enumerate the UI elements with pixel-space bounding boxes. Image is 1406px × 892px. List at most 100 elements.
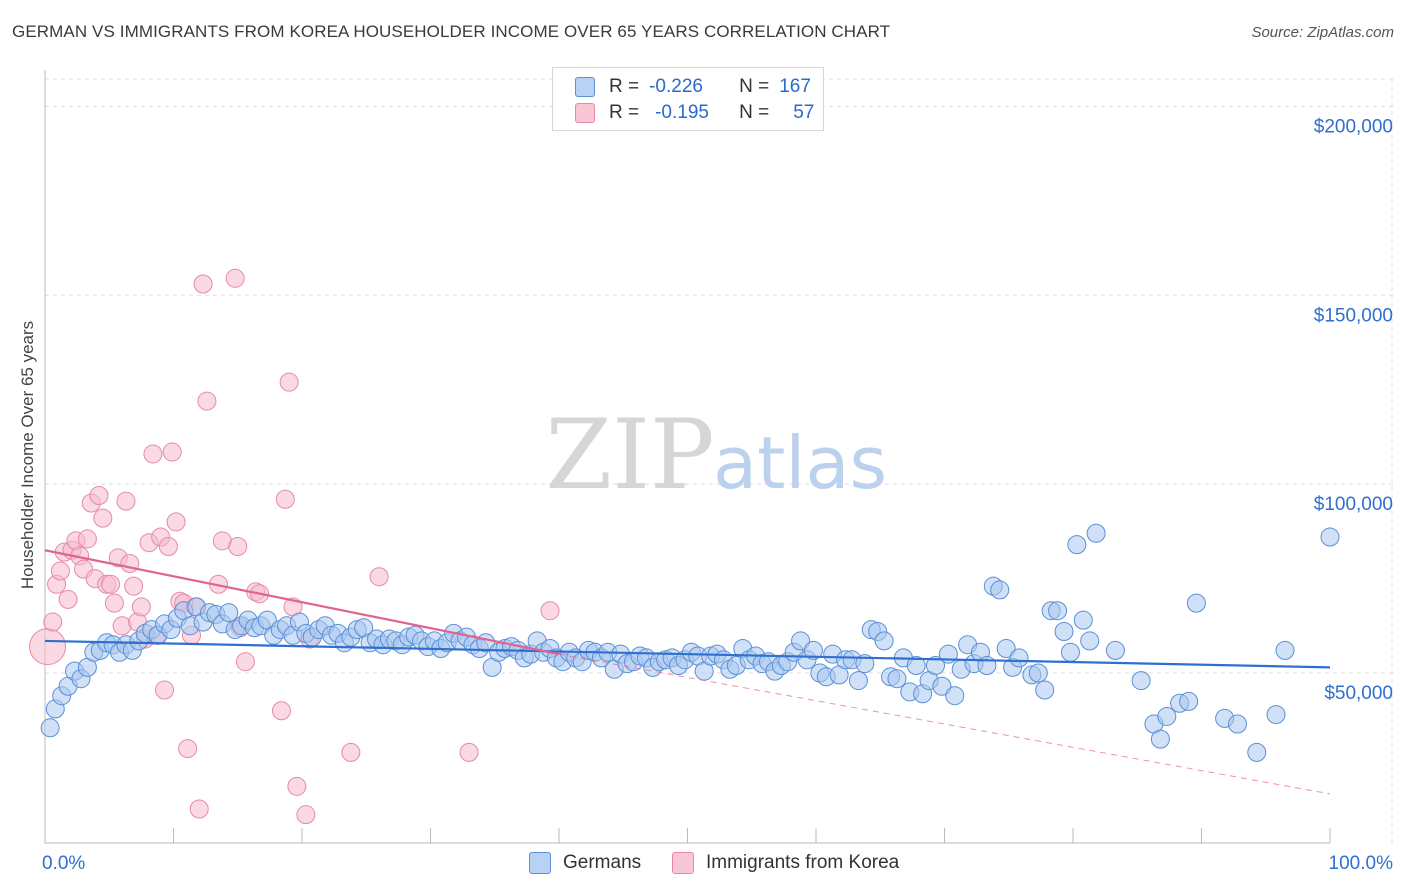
- legend-row-korea: R = -0.195 N = 57: [575, 100, 814, 126]
- korea-point: [143, 444, 163, 464]
- korea-points: [29, 268, 560, 825]
- bottom-legend-korea-label: Immigrants from Korea: [706, 852, 900, 873]
- korea-point: [225, 268, 245, 288]
- legend-row-germans: R = -0.226 N = 167: [575, 74, 811, 100]
- korea-point: [155, 680, 175, 700]
- korea-point: [235, 652, 255, 672]
- germans-point: [1227, 714, 1247, 734]
- bottom-legend: Germans Immigrants from Korea: [0, 852, 1406, 878]
- korea-point: [275, 489, 295, 509]
- watermark-atlas: atlas: [713, 421, 887, 505]
- germans-point: [848, 671, 868, 691]
- korea-point: [271, 701, 291, 721]
- germans-point: [1275, 640, 1295, 660]
- germans-point: [1105, 640, 1125, 660]
- watermark-zip: ZIP: [545, 399, 714, 511]
- germans-point: [1186, 593, 1206, 613]
- germans-point: [1247, 742, 1267, 762]
- korea-point: [77, 529, 97, 549]
- korea-point: [116, 491, 136, 511]
- germans-point: [803, 640, 823, 660]
- germans-point: [906, 655, 926, 675]
- korea-point: [93, 508, 113, 528]
- korea-point: [178, 739, 198, 759]
- legend-n-value: 167: [779, 76, 811, 97]
- legend-r-label: R =: [609, 76, 640, 97]
- korea-point: [228, 536, 248, 556]
- germans-point: [1035, 680, 1055, 700]
- germans-point: [1067, 535, 1087, 555]
- korea-point: [197, 391, 217, 411]
- germans-point: [1073, 610, 1093, 630]
- bottom-legend-germans-label: Germans: [563, 852, 642, 873]
- y-tick-label: $50,000: [1324, 683, 1393, 704]
- germans-point: [1028, 663, 1048, 683]
- korea-point: [58, 589, 78, 609]
- germans-point: [887, 669, 907, 689]
- germans-point: [874, 631, 894, 651]
- korea-point: [162, 442, 182, 462]
- bottom-legend-swatch-korea: [672, 852, 694, 874]
- trend-lines: [44, 549, 1331, 795]
- korea-point: [296, 805, 316, 825]
- korea-point: [341, 742, 361, 762]
- germans-points: [40, 523, 1340, 762]
- axes: [44, 70, 1331, 844]
- legend-swatch-korea: [575, 103, 595, 123]
- watermark: ZIP atlas: [545, 399, 887, 511]
- germans-point: [855, 654, 875, 674]
- bottom-legend-korea: Immigrants from Korea: [672, 852, 899, 874]
- axis-labels: $50,000 $100,000 $150,000 $200,000 0.0% 100.0…: [42, 116, 1393, 874]
- chart-title: GERMAN VS IMMIGRANTS FROM KOREA HOUSEHOL…: [12, 22, 891, 41]
- korea-point: [166, 512, 186, 532]
- germans-point: [926, 655, 946, 675]
- germans-point: [945, 686, 965, 706]
- x-tick-label: 0.0%: [42, 853, 85, 874]
- korea-point: [101, 574, 121, 594]
- korea-point: [459, 742, 479, 762]
- y-axis-label: Householder Income Over 65 years: [18, 320, 37, 590]
- legend-r-value: -0.195: [655, 102, 709, 123]
- germans-point: [1048, 601, 1068, 621]
- korea-point: [287, 776, 307, 796]
- legend-r-label: R =: [609, 102, 640, 123]
- korea-point: [104, 593, 124, 613]
- germans-trend-line: [44, 639, 1331, 669]
- korea-point: [29, 628, 67, 666]
- germans-point: [1080, 631, 1100, 651]
- korea-point: [279, 372, 299, 392]
- correlation-legend: R = -0.226 N = 167 R = -0.195 N = 57: [552, 67, 824, 131]
- germans-point: [40, 718, 60, 738]
- legend-r-value: -0.226: [649, 76, 703, 97]
- source-label: Source: ZipAtlas.com: [1251, 24, 1394, 41]
- korea-point: [124, 576, 144, 596]
- germans-point: [1266, 705, 1286, 725]
- germans-point: [1009, 648, 1029, 668]
- germans-point: [1150, 729, 1170, 749]
- korea-point: [158, 536, 178, 556]
- germans-point: [1179, 691, 1199, 711]
- korea-point: [540, 601, 560, 621]
- legend-n-label: N =: [739, 102, 770, 123]
- bottom-legend-germans: Germans: [529, 852, 641, 874]
- korea-point: [193, 274, 213, 294]
- legend-swatch-germans: [575, 77, 595, 97]
- korea-point: [131, 597, 151, 617]
- y-tick-label: $100,000: [1314, 494, 1393, 515]
- korea-point: [50, 561, 70, 581]
- germans-point: [932, 676, 952, 696]
- germans-point: [219, 603, 239, 623]
- germans-point: [996, 638, 1016, 658]
- korea-point: [189, 799, 209, 819]
- y-tick-label: $150,000: [1314, 305, 1393, 326]
- korea-trend-line: [44, 549, 560, 656]
- germans-point: [1157, 706, 1177, 726]
- korea-point: [89, 485, 109, 505]
- germans-point: [791, 631, 811, 651]
- germans-point: [1054, 621, 1074, 641]
- korea-trend-line-extension: [558, 653, 1331, 795]
- legend-n-label: N =: [739, 76, 770, 97]
- germans-point: [1320, 527, 1340, 547]
- korea-point: [369, 567, 389, 587]
